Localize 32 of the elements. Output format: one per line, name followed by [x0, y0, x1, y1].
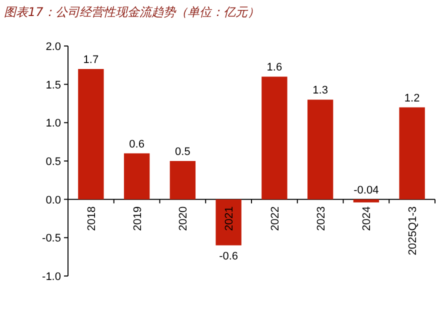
x-tick-label: 2022	[269, 206, 282, 231]
y-tick-label: 0.5	[46, 156, 61, 168]
x-tick-label: 2024	[361, 206, 374, 231]
y-tick-label: 0.0	[46, 194, 61, 206]
data-label: 1.6	[266, 62, 282, 74]
data-label: -0.04	[354, 184, 379, 196]
data-label: 1.7	[83, 54, 99, 66]
x-tick-label: 2023	[315, 206, 328, 231]
bar	[307, 100, 334, 200]
bar	[124, 153, 150, 200]
x-tick-label: 2025Q1-3	[407, 206, 420, 256]
bar	[353, 199, 380, 202]
y-tick-label: -1.0	[42, 271, 61, 283]
bar	[170, 161, 196, 200]
bar	[216, 199, 242, 246]
chart-title: 图表17：公司经营性现金流趋势（单位：亿元）	[4, 5, 260, 19]
data-label: 0.5	[175, 146, 190, 158]
x-tick-label: 2021	[224, 206, 236, 231]
x-tick-label: 2018	[86, 206, 98, 231]
x-tick-label: 2019	[132, 206, 144, 231]
y-tick-label: -0.5	[42, 232, 61, 245]
bar	[262, 76, 288, 200]
bar	[78, 69, 104, 200]
data-label: 1.2	[404, 92, 420, 104]
y-tick-label: 2.0	[46, 41, 61, 53]
bar	[399, 107, 425, 200]
data-label: 1.3	[312, 84, 328, 97]
y-tick-label: 1.5	[46, 79, 61, 92]
x-tick-label: 2020	[178, 206, 190, 231]
data-label: 0.6	[129, 138, 144, 150]
data-label: -0.6	[219, 250, 238, 262]
y-tick-label: 1.0	[46, 118, 61, 130]
